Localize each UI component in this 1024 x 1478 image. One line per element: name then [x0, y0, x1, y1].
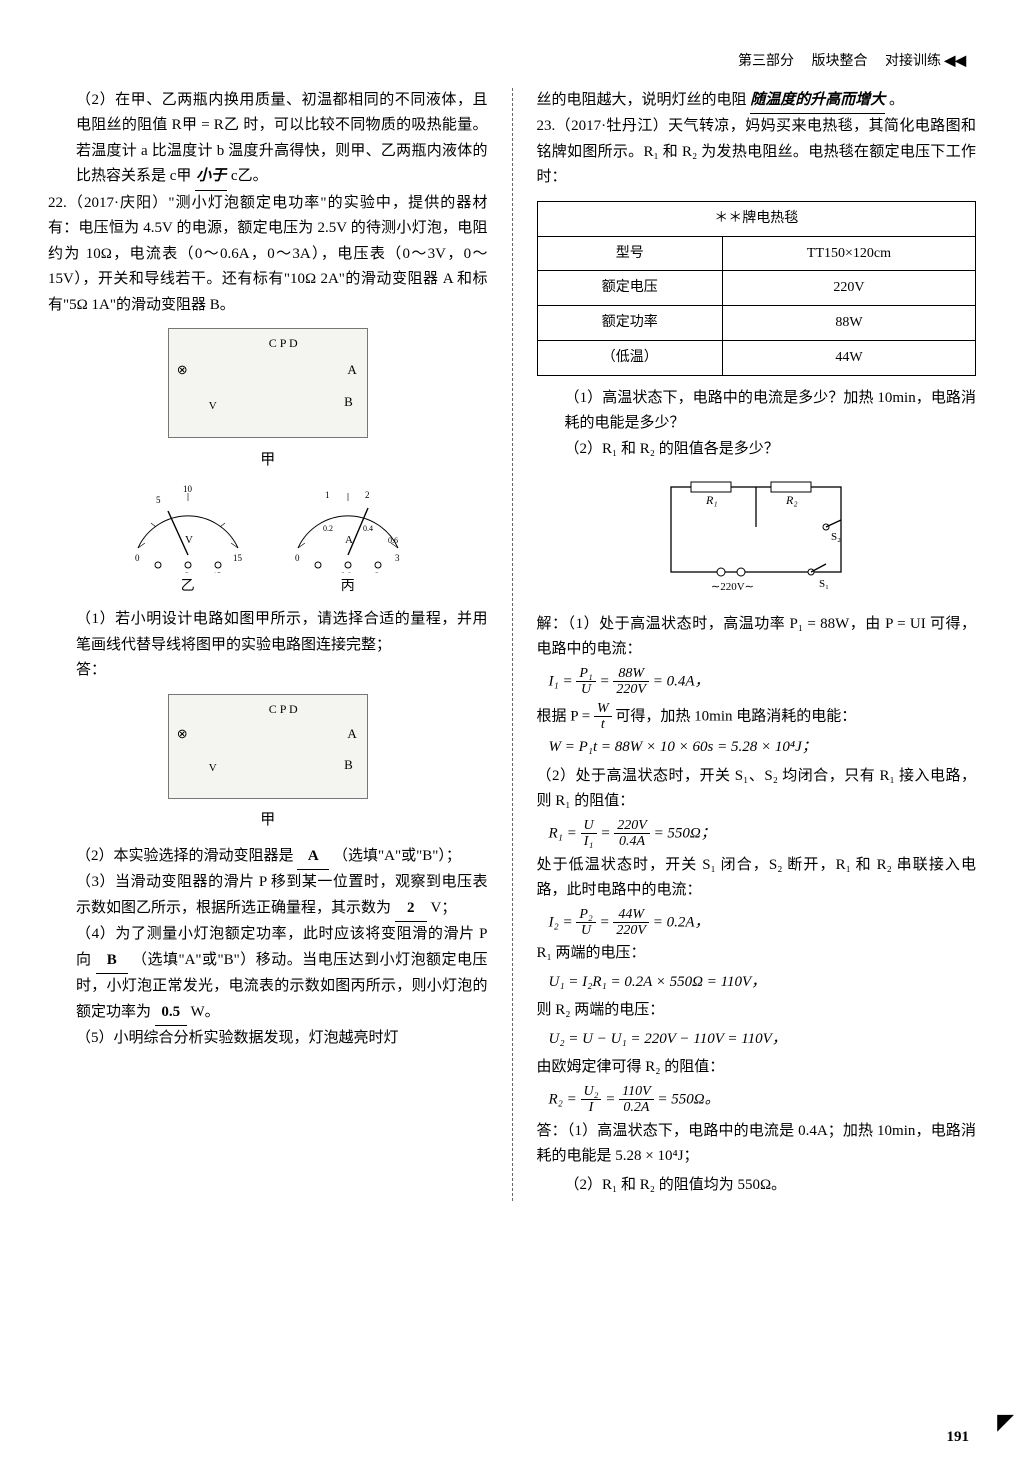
- ans-2: （2）R₁ 和 R₂ 的阻值均为 550Ω。: [537, 1173, 977, 1199]
- svg-text:3: 3: [395, 553, 400, 563]
- q22-4-blank2: 0.5: [155, 1000, 187, 1027]
- q22-4: （4）为了测量小灯泡额定功率，此时应该将变阻滑的滑片 P 向 B （选填"A"或…: [48, 922, 488, 1026]
- meter-right-caption: 丙: [283, 575, 413, 599]
- sol-s1: 解：（1）处于高温状态时，高温功率 P₁ = 88W，由 P = UI 可得，电…: [537, 612, 977, 663]
- right-column: 丝的电阻越大，说明灯丝的电阻 随温度的升高而增大 。 23.（2017·牡丹江）…: [537, 88, 977, 1201]
- q22-5-blank: 随温度的升高而增大: [750, 88, 885, 115]
- svg-text:15: 15: [213, 571, 221, 573]
- svg-text:−: −: [315, 571, 320, 573]
- q22-5: （5）小明综合分析实验数据发现，灯泡越亮时灯: [48, 1026, 488, 1052]
- q22-4-blank: B: [96, 948, 128, 975]
- sol-eq2: W = P₁t = 88W × 10 × 60s = 5.28 × 10⁴J；: [537, 735, 977, 761]
- meter-left-caption: 乙: [123, 575, 253, 599]
- meter-right-wrap: 0 1 2 3 0.2 0.4 0.6 A − 0.6 3 丙: [283, 483, 413, 599]
- page-corner-icon: ◤: [997, 1403, 1014, 1440]
- sol-eq7: R₂ = U₂I = 110V0.2A = 550Ω。: [537, 1084, 977, 1116]
- svg-text:15: 15: [233, 553, 243, 563]
- svg-text:R₂: R₂: [785, 493, 798, 507]
- sol-s2: 根据 P = Wt 可得，加热 10min 电路消耗的电能：: [537, 701, 977, 733]
- figure-jia-answer-caption: 甲: [48, 808, 488, 834]
- svg-text:0.6: 0.6: [388, 536, 398, 545]
- header-part: 第三部分: [738, 54, 794, 69]
- svg-text:3: 3: [185, 571, 189, 573]
- sol-s3: （2）处于高温状态时，开关 S₁、S₂ 均闭合，只有 R₁ 接入电路，则 R₁ …: [537, 764, 977, 815]
- svg-text:V: V: [185, 534, 193, 546]
- sol-eq1: I₁ = P₁U = 88W220V = 0.4A，: [537, 666, 977, 698]
- q22-3-blank: 2: [395, 896, 427, 923]
- page-header: 第三部分 版块整合 对接训练 ◀◀: [48, 50, 976, 74]
- meter-pair: 01015 5 V −315 乙: [48, 483, 488, 599]
- figure-jia-caption: 甲: [48, 448, 488, 474]
- svg-text:S₂: S₂: [831, 531, 841, 543]
- sol-eq5: U₁ = I₂R₁ = 0.2A × 550Ω = 110V，: [537, 970, 977, 996]
- svg-text:A: A: [345, 534, 353, 546]
- svg-text:−: −: [155, 571, 160, 573]
- header-section1: 版块整合: [811, 54, 867, 69]
- circuit-diagram: R₁ R₂ S₂ S₁ ∼220V∼: [537, 472, 977, 602]
- sol-eq3: R₁ = UI₁ = 220V0.4A = 550Ω；: [537, 818, 977, 850]
- svg-text:0.4: 0.4: [363, 524, 373, 533]
- svg-text:0.6: 0.6: [341, 571, 351, 573]
- q22-5-cont: 丝的电阻越大，说明灯丝的电阻 随温度的升高而增大 。: [537, 88, 977, 115]
- header-arrows: ◀◀: [944, 54, 966, 69]
- sol-s7: 由欧姆定律可得 R₂ 的阻值：: [537, 1055, 977, 1081]
- svg-text:0.2: 0.2: [323, 524, 333, 533]
- q22-intro: 22.（2017·庆阳）"测小灯泡额定电功率"的实验中，提供的器材有：电压恒为 …: [48, 191, 488, 319]
- figure-jia-answer: C P D A ⊗ B V 甲: [48, 694, 488, 834]
- answer-block: 答：（1）高温状态下，电路中的电流是 0.4A；加热 10min，电路消耗的电能…: [537, 1119, 977, 1199]
- q22-1-ans-label: 答：: [48, 658, 488, 684]
- header-section2: 对接训练: [885, 54, 941, 69]
- left-column: （2）在甲、乙两瓶内换用质量、初温都相同的不同液体，且电阻丝的阻值 R甲 = R…: [48, 88, 488, 1201]
- sol-s4: 处于低温状态时，开关 S₁ 闭合，S₂ 断开，R₁ 和 R₂ 串联接入电路，此时…: [537, 853, 977, 904]
- q21-2-blank: 小于: [195, 164, 227, 191]
- svg-text:S₁: S₁: [819, 578, 829, 590]
- q21-2-text: （2）在甲、乙两瓶内换用质量、初温都相同的不同液体，且电阻丝的阻值 R甲 = R…: [48, 88, 488, 191]
- svg-text:5: 5: [156, 495, 161, 505]
- q22-3: （3）当滑动变阻器的滑片 P 移到某一位置时，观察到电压表示数如图乙所示，根据所…: [48, 870, 488, 922]
- figure-jia-circuit: C P D A ⊗ B V 甲: [48, 328, 488, 473]
- q23-intro: 23.（2017·牡丹江）天气转凉，妈妈买来电热毯，其简化电路图和铭牌如图所示。…: [537, 114, 977, 191]
- table-title: ＊＊牌电热毯: [537, 201, 976, 236]
- svg-text:10: 10: [183, 484, 193, 494]
- voltmeter-icon: 0 10 15 5 V − 3 15: [123, 483, 253, 573]
- sol-s5: R₁ 两端的电压：: [537, 941, 977, 967]
- sol-eq6: U₂ = U − U₁ = 220V − 110V = 110V，: [537, 1027, 977, 1053]
- spec-table: ＊＊牌电热毯 型号TT150×120cm 额定电压220V 额定功率88W （低…: [537, 201, 977, 376]
- svg-text:R₁: R₁: [705, 493, 718, 507]
- sol-eq4: I₂ = P₂U = 44W220V = 0.2A，: [537, 907, 977, 939]
- q23-1: （1）高温状态下，电路中的电流是多少？加热 10min，电路消耗的电能是多少？: [537, 386, 977, 437]
- svg-text:0: 0: [295, 553, 300, 563]
- q22-2: （2）本实验选择的滑动变阻器是 A （选填"A"或"B"）；: [48, 844, 488, 871]
- q23-2: （2）R₁ 和 R₂ 的阻值各是多少？: [537, 437, 977, 463]
- meter-left-wrap: 0 10 15 5 V − 3 15 乙: [123, 483, 253, 599]
- ammeter-icon: 0 1 2 3 0.2 0.4 0.6 A − 0.6 3: [283, 483, 413, 573]
- q22-2-blank: A: [297, 844, 329, 871]
- ans-1: 答：（1）高温状态下，电路中的电流是 0.4A；加热 10min，电路消耗的电能…: [537, 1119, 977, 1170]
- svg-text:∼220V∼: ∼220V∼: [711, 581, 754, 592]
- svg-text:0: 0: [135, 553, 140, 563]
- sol-s6: 则 R₂ 两端的电压：: [537, 998, 977, 1024]
- svg-text:2: 2: [365, 490, 370, 500]
- svg-text:3: 3: [375, 571, 379, 573]
- solution-block: 解：（1）处于高温状态时，高温功率 P₁ = 88W，由 P = UI 可得，电…: [537, 612, 977, 1116]
- two-column-layout: （2）在甲、乙两瓶内换用质量、初温都相同的不同液体，且电阻丝的阻值 R甲 = R…: [48, 88, 976, 1201]
- svg-text:1: 1: [325, 490, 330, 500]
- page-number: 191: [947, 1425, 970, 1451]
- column-divider: [512, 88, 513, 1201]
- q22-1: （1）若小明设计电路如图甲所示，请选择合适的量程，并用笔画线代替导线将图甲的实验…: [48, 607, 488, 658]
